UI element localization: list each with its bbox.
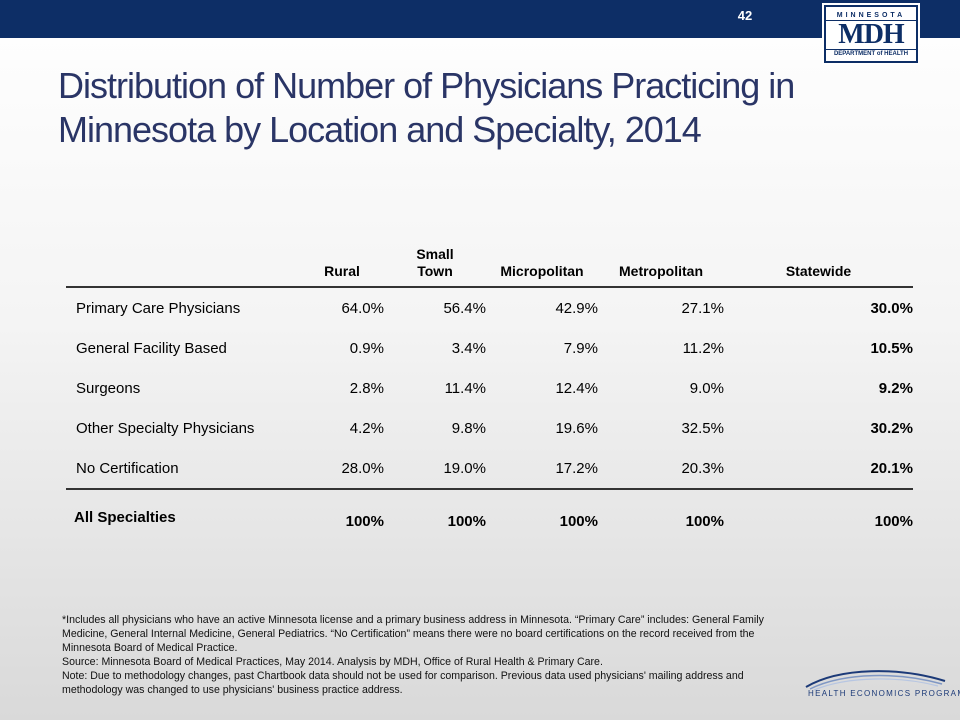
row-label: Primary Care Physicians (76, 299, 241, 317)
column-header-rural: Rural (324, 263, 360, 279)
total-micropolitan: 100% (559, 512, 598, 530)
cell-metropolitan: 11.2% (682, 339, 724, 357)
footnote-source: Source: Minnesota Board of Medical Pract… (62, 656, 603, 668)
table-row: Other Specialty Physicians 4.2% 9.8% 19.… (66, 408, 913, 448)
cell-statewide: 9.2% (878, 379, 913, 397)
table-header-row: Rural Small Town Micropolitan Metropolit… (66, 232, 913, 287)
total-metropolitan: 100% (685, 512, 724, 530)
header-blank-cell (66, 232, 300, 287)
cell-micropolitan: 42.9% (555, 299, 598, 317)
cell-statewide: 30.0% (870, 299, 913, 317)
cell-small-town: 3.4% (451, 339, 486, 357)
row-label: General Facility Based (76, 339, 227, 357)
cell-rural: 0.9% (349, 339, 384, 357)
cell-rural: 4.2% (349, 419, 384, 437)
cell-rural: 28.0% (341, 459, 384, 477)
cell-metropolitan: 27.1% (681, 299, 724, 317)
column-header-micropolitan: Micropolitan (500, 263, 584, 279)
cell-metropolitan: 20.3% (681, 459, 724, 477)
total-statewide: 100% (874, 512, 913, 530)
column-header-statewide: Statewide (785, 263, 852, 279)
physician-distribution-table: Rural Small Town Micropolitan Metropolit… (66, 232, 913, 552)
cell-micropolitan: 7.9% (563, 339, 598, 357)
footnote-definitions: *Includes all physicians who have an act… (62, 614, 764, 654)
mdh-logo: MINNESOTA MDH DEPARTMENT of HEALTH (822, 3, 920, 65)
total-row: All Specialties 100% 100% 100% 100% 100% (66, 489, 913, 552)
cell-small-town: 9.8% (451, 419, 486, 437)
table-row: Surgeons 2.8% 11.4% 12.4% 9.0% 9.2% (66, 368, 913, 408)
total-rural: 100% (345, 512, 384, 530)
cell-statewide: 30.2% (870, 419, 913, 437)
cell-micropolitan: 17.2% (555, 459, 598, 477)
header-bar (0, 0, 960, 38)
table-row: Primary Care Physicians 64.0% 56.4% 42.9… (66, 287, 913, 328)
total-small-town: 100% (447, 512, 486, 530)
cell-rural: 2.8% (349, 379, 384, 397)
page-number: 42 (737, 8, 753, 23)
logo-department-text: DEPARTMENT of HEALTH (826, 48, 916, 57)
cell-micropolitan: 12.4% (555, 379, 598, 397)
row-label: Other Specialty Physicians (76, 419, 255, 437)
footnotes: *Includes all physicians who have an act… (62, 613, 792, 697)
slide-title: Distribution of Number of Physicians Pra… (58, 65, 795, 150)
logo-swoosh-icon (805, 670, 946, 691)
total-label: All Specialties (74, 508, 176, 526)
column-header-small-town: Small Town (416, 246, 454, 279)
cell-metropolitan: 9.0% (689, 379, 724, 397)
cell-rural: 64.0% (341, 299, 384, 317)
logo-state-text: MINNESOTA (826, 12, 916, 21)
table-row: No Certification 28.0% 19.0% 17.2% 20.3%… (66, 448, 913, 489)
cell-statewide: 20.1% (870, 459, 913, 477)
cell-small-town: 56.4% (443, 299, 486, 317)
table-row: General Facility Based 0.9% 3.4% 7.9% 11… (66, 328, 913, 368)
health-economics-program-logo: HEALTH ECONOMICS PROGRAM (800, 665, 960, 705)
footnote-methodology: Note: Due to methodology changes, past C… (62, 670, 744, 696)
logo-mdh-text: MDH (838, 18, 904, 50)
row-label: Surgeons (76, 379, 141, 397)
cell-small-town: 11.4% (444, 379, 486, 397)
cell-statewide: 10.5% (870, 339, 913, 357)
column-header-metropolitan: Metropolitan (619, 263, 703, 279)
cell-micropolitan: 19.6% (555, 419, 598, 437)
cell-metropolitan: 32.5% (681, 419, 724, 437)
hep-logo-text: HEALTH ECONOMICS PROGRAM (808, 689, 960, 698)
cell-small-town: 19.0% (443, 459, 486, 477)
row-label: No Certification (76, 459, 179, 477)
